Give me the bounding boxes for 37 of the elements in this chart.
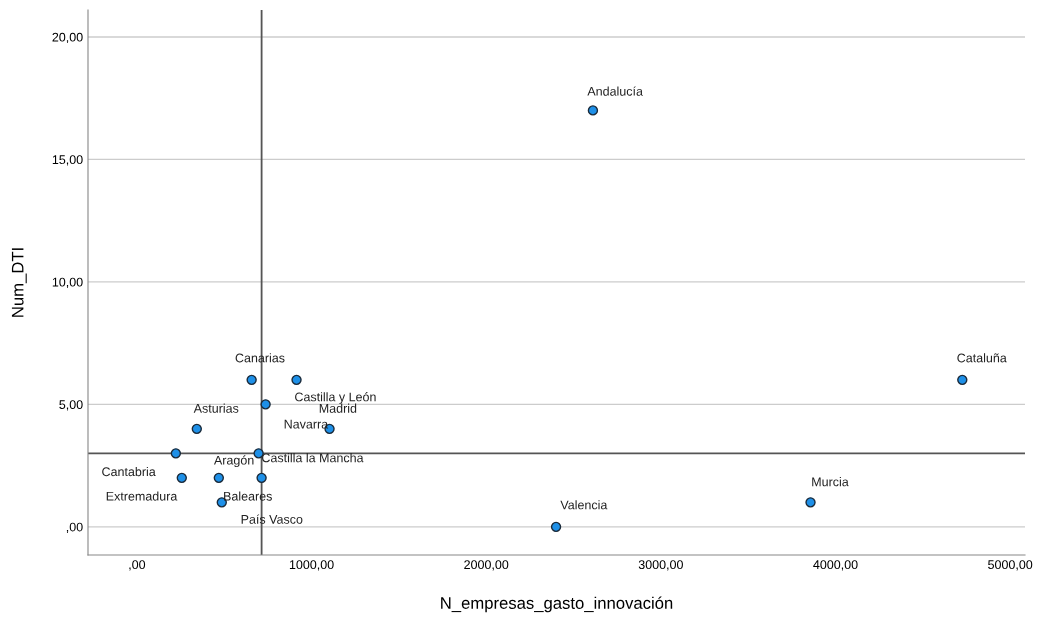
annotation: Extremadura [106,491,178,501]
annotation: Navarra [284,419,329,429]
annotation: Castilla y León [295,392,376,404]
annotation: Cantabria [102,466,156,477]
point [957,374,968,386]
x-tick-label: 4000,00 [813,560,858,571]
y-tick-label: 5,00 [59,400,83,411]
point [587,105,599,116]
y-axis-title: Num_DTI [11,248,27,317]
x-tick-label: ,00 [129,560,146,571]
x-axis-title: N_empresas_gasto_innovación [441,596,673,613]
x-tick-label: 3000,00 [638,560,683,571]
annotation: Asturias [193,403,239,413]
annotation: Cataluña [957,353,1007,363]
point [170,448,182,459]
point [213,472,225,484]
x-tick-label: 1000,00 [289,560,334,571]
point [256,472,267,484]
y-tick-label: 15,00 [52,155,83,166]
annotation: Castilla la Mancha [262,453,364,463]
annotation: Valencia [560,500,608,510]
annotation: Andalucía [587,86,643,96]
point [191,423,203,435]
y-tick-label: 10,00 [52,277,83,289]
point [291,374,302,386]
y-tick-label: ,00 [66,522,83,533]
annotation: Madrid [319,403,357,413]
annotation: Murcia [812,477,849,487]
x-tick-label: 5000,00 [988,560,1033,571]
point [805,497,816,508]
point [246,374,257,386]
point [550,521,562,533]
y-tick-label: 20,00 [52,32,83,44]
x-tick-label: 2000,00 [464,560,509,571]
annotation: Aragón [213,455,254,468]
point [176,472,187,484]
point [260,399,271,410]
